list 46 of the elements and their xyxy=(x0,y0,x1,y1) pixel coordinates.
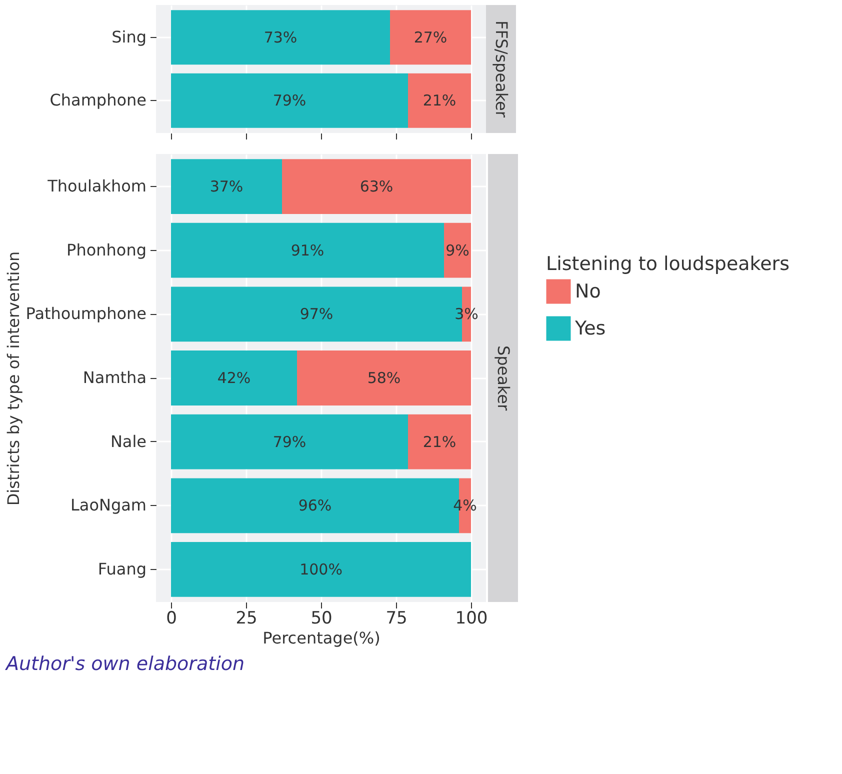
data-label: 91% xyxy=(290,241,324,260)
y-tick-label: Nale xyxy=(110,432,146,451)
data-label: 79% xyxy=(272,432,306,451)
bar xyxy=(171,414,408,470)
bar xyxy=(171,222,444,278)
x-tick-label: 75 xyxy=(386,608,408,628)
x-tick-label: 50 xyxy=(310,608,332,628)
legend-label: Yes xyxy=(574,318,606,340)
legend-title: Listening to loudspeakers xyxy=(546,253,790,275)
bar xyxy=(297,350,471,406)
x-tick-label: 100 xyxy=(455,608,488,628)
data-label: 42% xyxy=(217,369,251,387)
y-axis-title: Districts by type of intervention xyxy=(4,251,23,506)
data-label: 21% xyxy=(422,92,456,110)
y-tick-label: Phonhong xyxy=(66,240,146,260)
y-tick-label: Champhone xyxy=(50,90,146,110)
y-tick-label: Fuang xyxy=(98,559,146,578)
y-tick-label: LaoNgam xyxy=(70,496,146,515)
data-label: 9% xyxy=(446,241,470,260)
data-label: 63% xyxy=(360,178,394,196)
bar xyxy=(171,159,282,214)
data-label: 79% xyxy=(272,92,306,110)
data-label: 37% xyxy=(210,178,244,196)
data-label: 27% xyxy=(414,28,448,46)
legend-label: No xyxy=(575,280,601,302)
data-label: 97% xyxy=(300,305,334,324)
bar xyxy=(444,222,471,278)
bar xyxy=(171,350,297,406)
x-tick-label: 0 xyxy=(166,608,177,628)
data-label: 58% xyxy=(367,369,401,387)
y-tick-label: Namtha xyxy=(82,368,146,387)
text: Author's own elaboration xyxy=(4,653,245,675)
text: Speaker xyxy=(494,345,513,411)
bar xyxy=(282,159,471,214)
y-tick-label: Pathoumphone xyxy=(26,304,146,324)
data-label: 73% xyxy=(264,28,298,46)
x-axis-title: Percentage(%) xyxy=(262,628,380,648)
bar xyxy=(171,542,471,597)
data-label: 21% xyxy=(422,432,456,451)
bar xyxy=(408,414,471,470)
y-tick-label: Sing xyxy=(112,27,146,46)
x-tick-label: 25 xyxy=(236,608,258,628)
data-label: 96% xyxy=(298,496,332,515)
text: FFS/speaker xyxy=(492,20,511,118)
data-label: 100% xyxy=(300,560,342,578)
y-tick-label: Thoulakhom xyxy=(46,176,146,196)
